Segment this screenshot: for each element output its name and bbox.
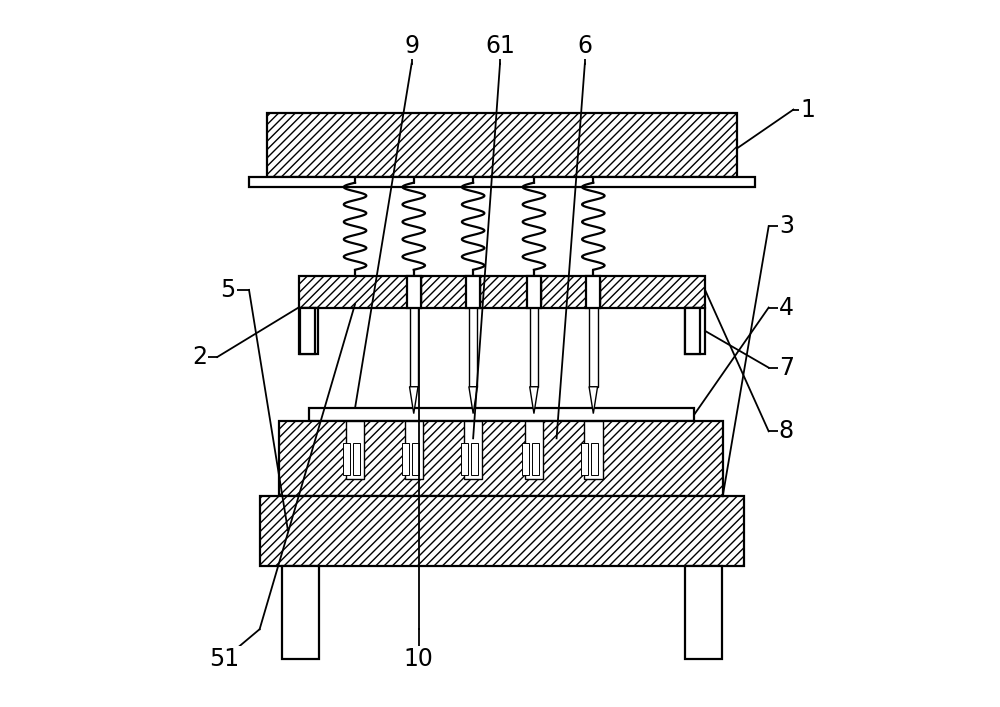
Text: 51: 51 bbox=[209, 647, 239, 671]
Bar bbox=[407, 279, 421, 304]
Bar bbox=[527, 276, 541, 308]
Bar bbox=[299, 276, 705, 308]
Bar bbox=[469, 304, 477, 387]
Polygon shape bbox=[469, 387, 477, 414]
Bar bbox=[309, 408, 694, 421]
Text: 5: 5 bbox=[220, 278, 235, 302]
Bar bbox=[685, 566, 722, 659]
Bar bbox=[466, 276, 480, 308]
Bar bbox=[522, 443, 529, 475]
Bar bbox=[530, 304, 538, 387]
Bar bbox=[405, 421, 423, 479]
Text: 10: 10 bbox=[404, 647, 434, 671]
Bar bbox=[299, 276, 705, 308]
Bar bbox=[410, 304, 418, 387]
Bar bbox=[527, 279, 541, 304]
Bar bbox=[267, 113, 737, 177]
Bar bbox=[282, 566, 319, 659]
Bar bbox=[267, 113, 737, 177]
Bar bbox=[279, 421, 723, 496]
Bar bbox=[685, 308, 705, 354]
Bar bbox=[471, 443, 478, 475]
Polygon shape bbox=[530, 387, 538, 414]
Polygon shape bbox=[589, 387, 598, 414]
Bar bbox=[402, 443, 409, 475]
Bar bbox=[464, 421, 482, 479]
Text: 2: 2 bbox=[192, 345, 207, 369]
Bar bbox=[346, 421, 364, 479]
Bar bbox=[586, 276, 600, 308]
Text: 7: 7 bbox=[779, 356, 794, 380]
Bar bbox=[581, 443, 588, 475]
Bar bbox=[589, 304, 598, 387]
Bar bbox=[260, 496, 744, 566]
Bar bbox=[260, 496, 744, 566]
Bar bbox=[412, 443, 419, 475]
Bar bbox=[461, 443, 468, 475]
Bar bbox=[591, 443, 598, 475]
Bar bbox=[532, 443, 539, 475]
Bar bbox=[353, 443, 360, 475]
Bar bbox=[279, 421, 723, 496]
Polygon shape bbox=[410, 387, 418, 414]
Bar bbox=[249, 177, 755, 187]
Bar bbox=[300, 308, 315, 354]
Text: 6: 6 bbox=[577, 34, 592, 58]
Text: 3: 3 bbox=[779, 214, 794, 238]
Text: 61: 61 bbox=[485, 34, 515, 58]
Text: 4: 4 bbox=[779, 296, 794, 320]
Bar bbox=[299, 308, 318, 354]
Bar bbox=[466, 279, 480, 304]
Text: 1: 1 bbox=[800, 98, 815, 122]
Bar bbox=[586, 279, 600, 304]
Text: 9: 9 bbox=[404, 34, 419, 58]
Text: 8: 8 bbox=[779, 419, 794, 443]
Bar bbox=[525, 421, 543, 479]
Bar bbox=[343, 443, 350, 475]
Bar bbox=[584, 421, 603, 479]
Bar bbox=[685, 308, 700, 354]
Bar bbox=[407, 276, 421, 308]
